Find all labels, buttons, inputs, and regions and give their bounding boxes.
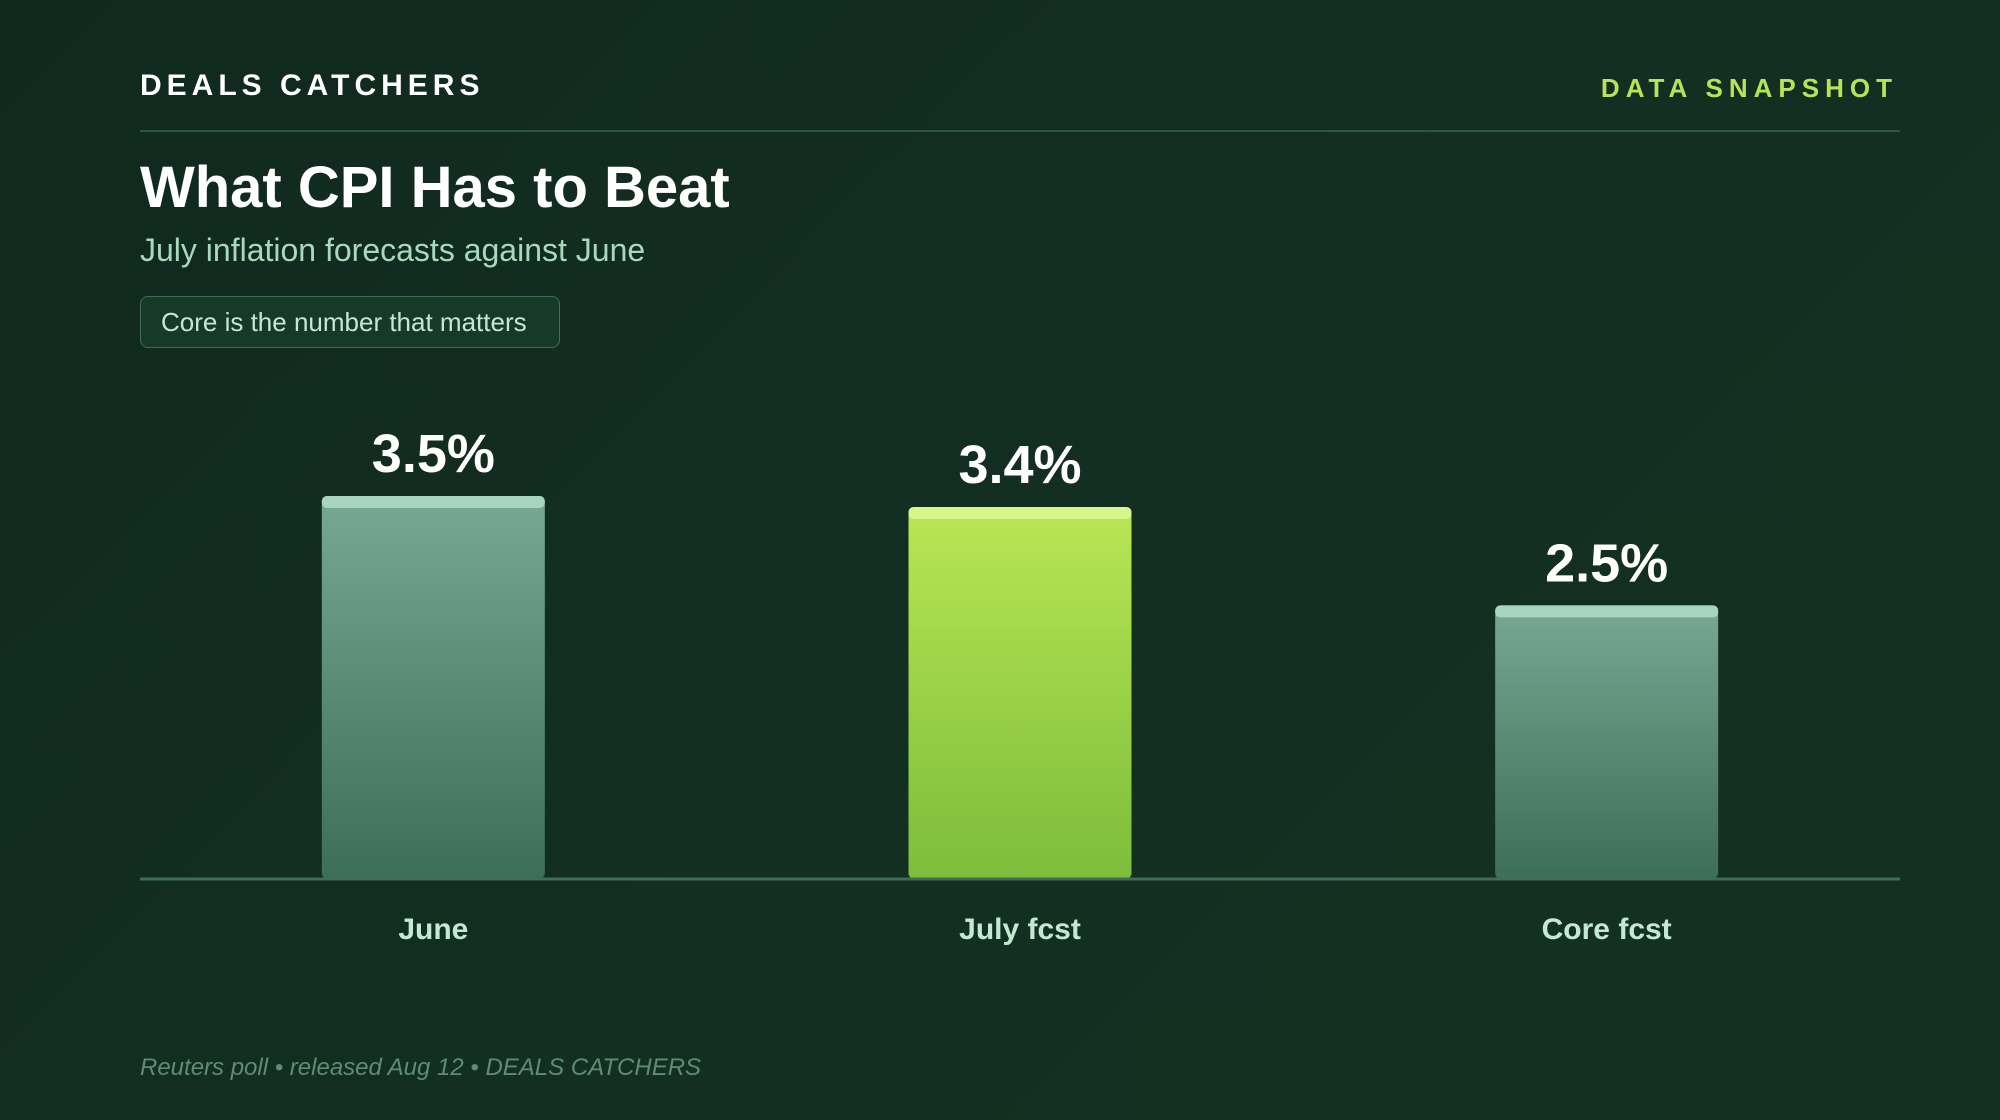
brand-name: DEALS CATCHERS [140,69,485,102]
chart-subtitle: July inflation forecasts against June [140,232,646,268]
bar-core-fcst [1495,605,1719,879]
section-tag: DATA SNAPSHOT [1600,73,1898,103]
callout-badge: Core is the number that matters [140,296,560,348]
bar-cap [321,496,545,508]
bar-cap [1495,605,1719,618]
category-label: June [398,913,468,946]
category-label: Core fcst [1542,913,1672,946]
bar-cap [908,506,1132,519]
bar-june [321,496,545,879]
bar-value-label: 2.5% [1545,533,1668,593]
source-footnote: Reuters poll • released Aug 12 • DEALS C… [140,1054,702,1081]
header-divider [140,130,1900,132]
bar-value-label: 3.4% [958,435,1081,495]
bar-value-label: 3.5% [372,424,495,484]
bar-july-fcst [908,506,1132,879]
chart-title: What CPI Has to Beat [140,155,730,220]
bar-group: 3.5% June 3.4% July fcst 2.5% Core fcst [321,424,1719,946]
category-label: July fcst [959,913,1081,946]
